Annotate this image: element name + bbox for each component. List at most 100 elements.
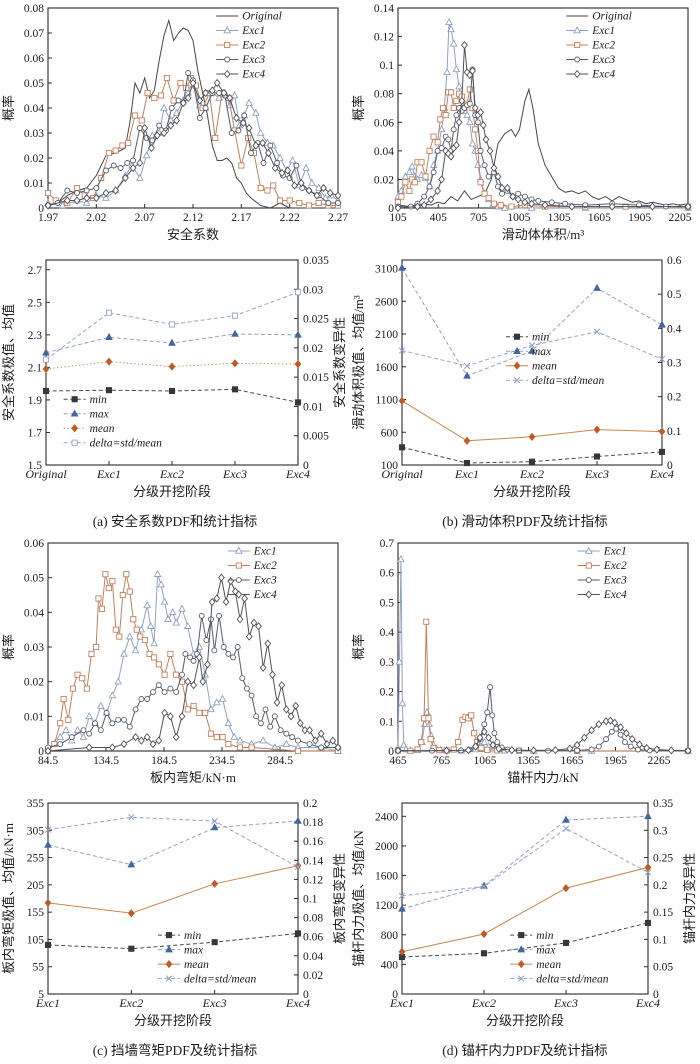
- svg-text:Original: Original: [25, 467, 67, 481]
- svg-text:155: 155: [27, 907, 45, 919]
- svg-text:184.5: 184.5: [151, 755, 177, 767]
- svg-text:0.1: 0.1: [380, 60, 395, 72]
- svg-text:0.1: 0.1: [653, 934, 668, 946]
- svg-text:0.08: 0.08: [24, 3, 44, 15]
- chart-pdf-anchor-force: 465 765 1065 1365 1665 1965 2265 0 0.1 0.2 0.3 0.4 0…: [351, 538, 692, 785]
- legend-label: max: [90, 408, 110, 420]
- panel-pdf-sliding-volume: 105 405 705 1005 1305 1605 1905 2205 0 0.02 0.04 0.…: [350, 0, 700, 250]
- svg-text:1065: 1065: [474, 755, 497, 767]
- series-Exc1: [394, 17, 692, 211]
- svg-text:1905: 1905: [628, 212, 651, 224]
- svg-text:0.14: 0.14: [303, 855, 323, 867]
- svg-text:0: 0: [303, 460, 309, 472]
- svg-text:0.07: 0.07: [24, 28, 44, 40]
- svg-text:0.03: 0.03: [24, 128, 44, 140]
- svg-text:0.06: 0.06: [303, 932, 323, 944]
- y-axis-label-right: 锚杆内力变异性: [682, 853, 697, 944]
- svg-text:Exc1: Exc1: [96, 467, 121, 481]
- svg-text:0.02: 0.02: [24, 677, 44, 689]
- svg-text:0.1: 0.1: [667, 426, 682, 438]
- svg-text:0.01: 0.01: [24, 178, 44, 190]
- svg-text:0.18: 0.18: [303, 817, 323, 829]
- svg-text:2.7: 2.7: [28, 265, 43, 277]
- series-max: [44, 816, 302, 868]
- svg-text:205: 205: [27, 880, 45, 892]
- y-axis-label-left: 安全系数极值、均值: [1, 304, 16, 421]
- svg-text:0.1: 0.1: [303, 894, 318, 906]
- x-axis-label: 分级开挖阶段: [486, 1013, 564, 1028]
- svg-text:0.05: 0.05: [24, 78, 44, 90]
- chart-stat-safety-factor: Original Exc1 Exc2 Exc3 Exc4 1.5 1.7 1.9 2.1 2.3 2…: [1, 255, 347, 499]
- svg-text:0: 0: [38, 203, 44, 215]
- series-min: [398, 444, 666, 467]
- legend-label: max: [184, 944, 204, 956]
- svg-text:0.04: 0.04: [24, 103, 44, 115]
- svg-text:0.16: 0.16: [303, 836, 323, 848]
- svg-text:2.27: 2.27: [328, 212, 348, 224]
- svg-text:1665: 1665: [561, 755, 584, 767]
- svg-text:0: 0: [388, 203, 394, 215]
- svg-text:1005: 1005: [507, 212, 530, 224]
- chart-stat-wall-moment: Exc1 Exc2 Exc3 Exc455510515520525530535500.…: [1, 798, 347, 1028]
- svg-text:1.97: 1.97: [38, 212, 58, 224]
- legend-label: Exc3: [253, 575, 277, 587]
- svg-text:465: 465: [389, 755, 407, 767]
- svg-text:0: 0: [388, 746, 394, 758]
- legend: min max mean delta=std/mean: [506, 331, 605, 387]
- y-axis-label-left: 板内弯矩极值、均值/kN·m: [1, 823, 16, 974]
- svg-text:105: 105: [389, 212, 407, 224]
- svg-text:0.06: 0.06: [374, 117, 394, 129]
- legend-label: Exc3: [603, 575, 627, 587]
- chart-pdf-sliding-volume: 105 405 705 1005 1305 1605 1905 2205 0 0.02 0.04 0.…: [351, 3, 692, 242]
- svg-text:1.7: 1.7: [28, 427, 43, 439]
- svg-text:0.06: 0.06: [24, 53, 44, 65]
- svg-text:0.04: 0.04: [303, 951, 323, 963]
- caption-b: (b) 滑动体积PDF及统计指标: [442, 514, 608, 529]
- svg-text:0.08: 0.08: [374, 89, 394, 101]
- svg-text:1.5: 1.5: [28, 460, 43, 472]
- svg-text:0.12: 0.12: [374, 32, 394, 44]
- caption-d: (d) 锚杆内力PDF及统计指标: [442, 1043, 608, 1058]
- svg-text:1600: 1600: [375, 362, 398, 374]
- legend-label: Exc2: [253, 560, 277, 572]
- legend-label: Exc4: [591, 69, 615, 81]
- legend-label: Original: [592, 11, 632, 23]
- svg-text:800: 800: [381, 930, 399, 942]
- svg-text:0.25: 0.25: [653, 853, 673, 865]
- svg-text:0: 0: [38, 746, 44, 758]
- svg-text:1305: 1305: [548, 212, 571, 224]
- svg-text:Exc3: Exc3: [553, 996, 578, 1010]
- svg-text:0.01: 0.01: [24, 711, 44, 723]
- svg-text:2000: 2000: [375, 841, 398, 853]
- x-axis-label: 分级开挖阶段: [134, 1013, 212, 1028]
- series-min: [44, 930, 302, 952]
- series-Exc4: [44, 573, 342, 756]
- series-delta=std/mean: [398, 328, 666, 370]
- svg-text:Exc2: Exc2: [159, 467, 184, 481]
- x-axis-label: 安全系数: [167, 227, 219, 242]
- svg-text:0.35: 0.35: [653, 798, 673, 810]
- legend-label: Exc1: [241, 25, 265, 37]
- svg-text:2400: 2400: [375, 811, 398, 823]
- y-axis-label-right: 板内弯矩变异性: [332, 853, 347, 944]
- svg-text:400: 400: [381, 959, 399, 971]
- legend-label: Exc1: [253, 546, 277, 558]
- svg-text:1605: 1605: [588, 212, 611, 224]
- svg-text:0.015: 0.015: [303, 372, 329, 384]
- legend-label: mean: [532, 360, 557, 372]
- svg-text:0.03: 0.03: [24, 642, 44, 654]
- y-axis-label-left: 概率: [1, 634, 16, 660]
- svg-text:Exc4: Exc4: [285, 467, 310, 481]
- svg-text:0.03: 0.03: [303, 284, 323, 296]
- series-Exc4: [44, 78, 342, 210]
- legend-label: Exc3: [591, 54, 615, 66]
- legend-label: min: [90, 394, 108, 406]
- series-delta=std/mean: [398, 825, 652, 899]
- svg-text:0.04: 0.04: [24, 607, 44, 619]
- svg-text:0.2: 0.2: [653, 880, 668, 892]
- series-Exc2: [394, 618, 692, 755]
- svg-text:0.02: 0.02: [303, 343, 323, 355]
- series-mean: [398, 863, 652, 956]
- svg-text:705: 705: [470, 212, 488, 224]
